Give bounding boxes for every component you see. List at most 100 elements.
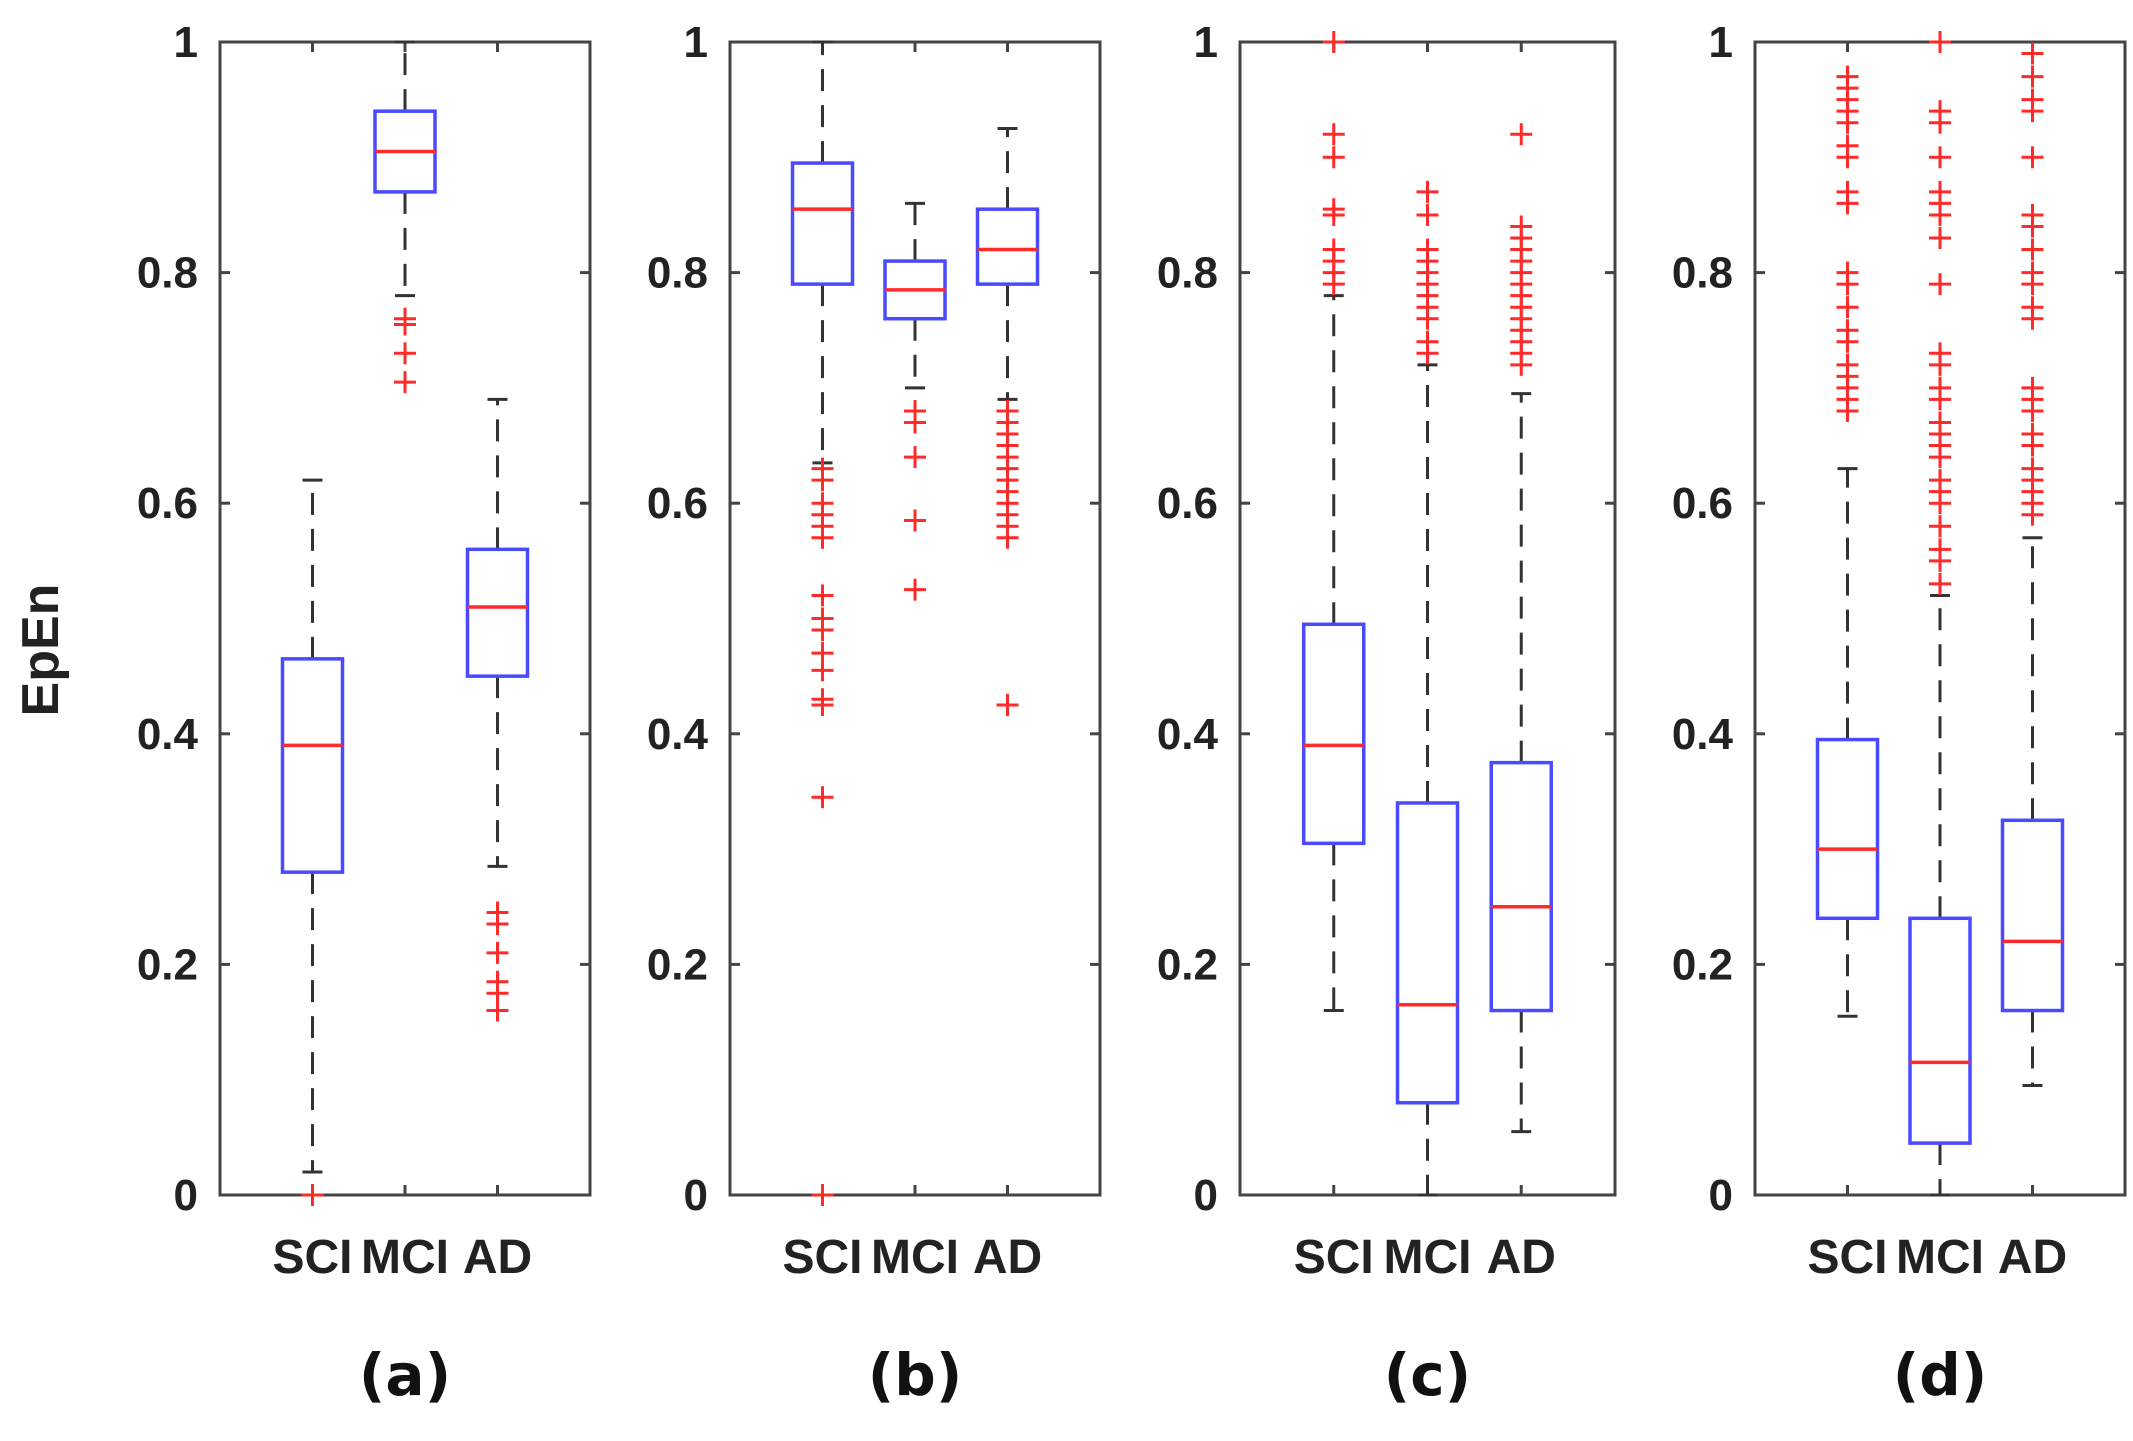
y-tick-label: 0: [174, 1171, 198, 1220]
outlier-point: [996, 693, 1019, 716]
outlier-point: [1836, 296, 1859, 319]
outlier-point: [1929, 146, 1951, 169]
outlier-point: [1929, 111, 1951, 134]
outlier-point: [394, 371, 416, 394]
outlier-point: [2021, 399, 2044, 422]
y-axis-label: EpEn: [12, 584, 70, 717]
box-ad: [1489, 123, 1553, 1134]
panel-a: 0 0.2 0.4 0.6 0.8 1 SCI MCI AD (a): [137, 18, 592, 1409]
iqr-box: [790, 161, 855, 286]
box-sci: [280, 478, 345, 1206]
outlier-point: [1416, 203, 1439, 226]
x-tick-label: MCI: [871, 1231, 959, 1284]
outlier-point: [394, 313, 416, 336]
iqr-box: [1908, 916, 1972, 1145]
x-tick-label: SCI: [272, 1231, 352, 1284]
box-mci: [373, 40, 437, 394]
outlier-point: [1836, 399, 1859, 422]
outlier-point: [1416, 342, 1439, 365]
outlier-point: [904, 509, 926, 532]
outlier-point: [1929, 31, 1951, 53]
outlier-point: [486, 999, 509, 1022]
panel-d: 0 0.2 0.4 0.6 0.8 1 SCI MCI AD (d): [1672, 18, 2127, 1409]
outlier-point: [1929, 203, 1951, 226]
outlier-point: [1929, 492, 1951, 515]
outlier-point: [1836, 111, 1859, 134]
x-tick-label: MCI: [361, 1231, 449, 1284]
iqr-box: [280, 657, 345, 874]
y-tick-label: 0.4: [137, 710, 199, 759]
outlier-point: [811, 693, 834, 716]
outlier-point: [1322, 273, 1345, 296]
y-tick-label: 0.2: [1672, 940, 1733, 989]
x-tick-label: SCI: [782, 1231, 862, 1284]
outlier-point: [811, 469, 834, 492]
panel-c: 0 0.2 0.4 0.6 0.8 1 SCI MCI AD (c): [1157, 18, 1617, 1409]
iqr-box: [1489, 760, 1553, 1013]
outlier-point: [904, 446, 926, 469]
y-tick-label: 0.8: [1672, 249, 1733, 298]
box-ad: [465, 397, 530, 1022]
panel-label: (c): [1384, 1341, 1471, 1409]
outlier-point: [1929, 353, 1951, 376]
y-tick-label: 0.2: [647, 940, 708, 989]
outlier-point: [2021, 238, 2044, 261]
box-sci: [1815, 65, 1880, 1018]
box-mci: [1395, 180, 1460, 1197]
y-tick-label: 0.6: [647, 479, 708, 528]
outlier-point: [811, 584, 834, 607]
y-tick-label: 0: [1709, 1171, 1733, 1220]
iqr-box: [2000, 818, 2065, 1013]
y-tick-label: 0.4: [1672, 710, 1734, 759]
y-tick-label: 0.8: [137, 249, 198, 298]
outlier-point: [904, 578, 926, 601]
outlier-point: [1322, 146, 1345, 169]
outlier-point: [394, 342, 416, 365]
outlier-point: [904, 411, 926, 434]
x-tick-label: MCI: [1384, 1231, 1472, 1284]
y-tick-label: 0.4: [647, 710, 709, 759]
box-mci: [1908, 31, 1972, 1197]
x-tick-label: SCI: [1807, 1231, 1887, 1284]
outlier-point: [2021, 434, 2044, 457]
outlier-point: [1929, 388, 1951, 411]
axes-frame: [218, 40, 592, 1197]
outlier-point: [1836, 192, 1859, 215]
outlier-point: [2021, 215, 2044, 238]
outlier-point: [1836, 273, 1859, 296]
outlier-point: [1322, 31, 1345, 53]
x-tick-label: MCI: [1896, 1231, 1984, 1284]
y-tick-label: 0.6: [1672, 479, 1733, 528]
x-tick-label: AD: [1487, 1231, 1556, 1284]
y-tick-label: 0.2: [1157, 940, 1218, 989]
outlier-point: [1416, 307, 1439, 330]
outlier-point: [1929, 446, 1951, 469]
box-sci: [790, 40, 855, 1206]
outlier-point: [2021, 307, 2044, 330]
outlier-point: [2021, 146, 2044, 169]
outlier-point: [486, 913, 509, 936]
box-sci: [1302, 31, 1366, 1013]
outlier-point: [1510, 123, 1533, 146]
outlier-point: [996, 526, 1019, 549]
box-ad: [975, 126, 1040, 716]
panel-label: (a): [359, 1341, 451, 1409]
y-tick-label: 0: [1194, 1171, 1218, 1220]
outlier-point: [1929, 227, 1951, 250]
outlier-point: [2021, 65, 2044, 88]
outlier-point: [2021, 100, 2044, 123]
outlier-point: [1929, 515, 1951, 538]
outlier-point: [811, 619, 834, 642]
outlier-point: [1836, 146, 1859, 169]
iqr-box: [465, 547, 530, 678]
outlier-point: [2021, 42, 2044, 65]
outlier-point: [486, 941, 509, 964]
x-tick-label: SCI: [1294, 1231, 1374, 1284]
outlier-point: [2021, 273, 2044, 296]
iqr-box: [1395, 801, 1460, 1105]
outlier-point: [1836, 330, 1859, 353]
y-tick-label: 1: [1194, 18, 1218, 67]
x-tick-label: AD: [973, 1231, 1042, 1284]
